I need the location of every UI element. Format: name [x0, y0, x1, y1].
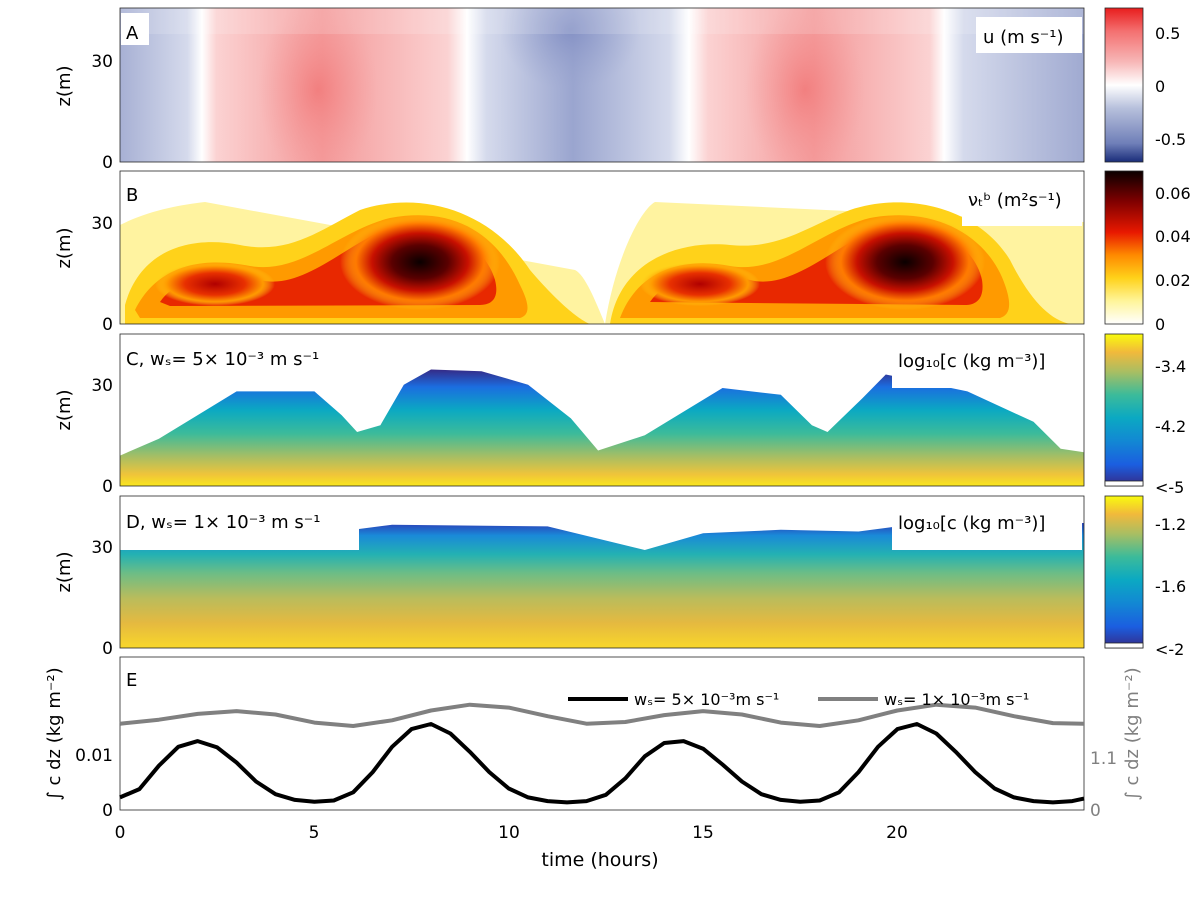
panel-e-frame [119, 656, 1085, 811]
panel-e-ylabel-right: ∫ c dz (kg m⁻²) [1122, 667, 1143, 800]
panel-d-ytick-30: 30 [91, 538, 113, 558]
panel-c-ytick-0: 0 [102, 477, 113, 497]
xtick-20: 20 [886, 823, 908, 843]
panel-a-ytick-30: 30 [91, 52, 113, 72]
panel-a-label-box [121, 13, 149, 45]
panel-d-label-box [121, 502, 359, 550]
cbar-c-tick-b: -4.2 [1155, 417, 1186, 436]
panel-c-frame [119, 333, 1085, 487]
panel-d-colorbar: -1.2 -1.6 <-2 [1104, 495, 1186, 659]
panel-c-ylabel: z(m) [54, 389, 75, 430]
panel-e-right-axis: 0 1.1 ∫ c dz (kg m⁻²) [1090, 667, 1143, 821]
panel-b-colorbar: 0.06 0.04 0.02 0 [1104, 170, 1191, 334]
cbar-b-tick-0.04: 0.04 [1155, 227, 1191, 246]
panel-b: B νₜᵇ (m²s⁻¹) 0 30 z(m) 0.06 0.04 0.02 0 [54, 170, 1191, 335]
panel-d: D, wₛ= 1× 10⁻³ m s⁻¹ log₁₀[c (kg m⁻³)] 0… [54, 495, 1186, 659]
panel-e-letter: E [126, 670, 137, 691]
legend-label-ws1: wₛ= 1× 10⁻³m s⁻¹ [884, 690, 1029, 709]
panel-a: A u (m s⁻¹) 0 30 z(m) 0.5 0 -0.5 [54, 7, 1186, 173]
panel-c: C, wₛ= 5× 10⁻³ m s⁻¹ log₁₀[c (kg m⁻³)] 0… [54, 333, 1186, 497]
panel-a-ytick-0: 0 [102, 153, 113, 173]
panel-b-ytick-30: 30 [91, 214, 113, 234]
panel-b-y-axis: 0 30 z(m) [54, 214, 113, 335]
panel-d-y-axis: 0 30 z(m) [54, 538, 113, 659]
panel-c-quantity-label: log₁₀[c (kg m⁻³)] [898, 351, 1045, 372]
panel-d-label: D, wₛ= 1× 10⁻³ m s⁻¹ [126, 512, 321, 533]
panel-d-ytick-0: 0 [102, 639, 113, 659]
cbar-c-tick-a: -3.4 [1155, 357, 1186, 376]
panel-c-quantity-box [892, 340, 1082, 388]
panel-e-ytick-right-0: 0 [1090, 801, 1101, 821]
xtick-15: 15 [692, 823, 714, 843]
xtick-5: 5 [309, 823, 320, 843]
panel-a-ylabel: z(m) [54, 65, 75, 106]
panel-e-legend: wₛ= 5× 10⁻³m s⁻¹ wₛ= 1× 10⁻³m s⁻¹ [568, 690, 1029, 709]
cbar-d-tick-c: <-2 [1155, 640, 1184, 659]
cbar-a-tick-0.5: 0.5 [1155, 24, 1180, 43]
panel-b-ytick-0: 0 [102, 315, 113, 335]
panel-e-ytick-right-1.1: 1.1 [1090, 749, 1117, 769]
legend-label-ws5: wₛ= 5× 10⁻³m s⁻¹ [634, 690, 779, 709]
panel-a-quantity-label: u (m s⁻¹) [983, 27, 1064, 48]
panel-d-concentration-field [120, 523, 1084, 648]
panel-b-ylabel: z(m) [54, 227, 75, 268]
x-axis: 0 5 10 15 20 time (hours) [115, 823, 908, 871]
panel-a-frame [119, 7, 1085, 163]
cbar-b-tick-0.02: 0.02 [1155, 271, 1191, 290]
panel-a-heatmap [120, 8, 1084, 162]
series-line-ws1 [119, 702, 1085, 728]
panel-b-heatmap [120, 171, 1084, 324]
panel-a-colorbar: 0.5 0 -0.5 [1104, 7, 1186, 163]
panel-c-label-box [121, 340, 361, 374]
panel-e-ytick-left-0: 0 [102, 801, 113, 821]
series-line-ws5 [119, 722, 1085, 805]
panel-d-heatmap [120, 496, 1084, 648]
panel-c-ytick-30: 30 [91, 376, 113, 396]
x-axis-label: time (hours) [541, 849, 658, 871]
panel-c-label: C, wₛ= 5× 10⁻³ m s⁻¹ [126, 349, 319, 370]
cbar-b-tick-0.06: 0.06 [1155, 184, 1191, 203]
panel-d-ylabel: z(m) [54, 551, 75, 592]
xtick-10: 10 [498, 823, 520, 843]
cbar-a-tick-0: 0 [1155, 77, 1165, 96]
panel-e-ytick-left-0.01: 0.01 [75, 746, 113, 766]
cbar-b-tick-0: 0 [1155, 315, 1165, 334]
panel-b-quantity-box [962, 176, 1082, 226]
panel-e: E wₛ= 5× 10⁻³m s⁻¹ wₛ= 1× 10⁻³m s⁻¹ 0 0.… [44, 656, 1143, 871]
panel-c-y-axis: 0 30 z(m) [54, 376, 113, 497]
cbar-d-tick-b: -1.6 [1155, 577, 1186, 596]
cbar-d-tick-a: -1.2 [1155, 515, 1186, 534]
panel-d-frame [119, 495, 1085, 649]
panel-e-ylabel-left: ∫ c dz (kg m⁻²) [44, 667, 65, 800]
panel-e-left-axis: 0 0.01 ∫ c dz (kg m⁻²) [44, 667, 113, 821]
panel-d-quantity-box [892, 502, 1082, 550]
panel-d-quantity-label: log₁₀[c (kg m⁻³)] [898, 513, 1045, 534]
panel-b-letter: B [126, 185, 138, 206]
panel-a-y-axis: 0 30 z(m) [54, 52, 113, 173]
panel-c-colorbar: -3.4 -4.2 <-5 [1104, 333, 1186, 497]
panel-b-quantity-label: νₜᵇ (m²s⁻¹) [968, 190, 1062, 211]
xtick-0: 0 [115, 823, 126, 843]
panel-a-letter: A [126, 23, 139, 44]
panel-b-frame [119, 170, 1085, 325]
panel-a-quantity-box [976, 17, 1082, 53]
panel-c-concentration-field [120, 369, 1084, 486]
panel-e-lines [119, 702, 1085, 805]
cbar-c-tick-c: <-5 [1155, 478, 1184, 497]
cbar-a-tick-neg0.5: -0.5 [1155, 130, 1186, 149]
